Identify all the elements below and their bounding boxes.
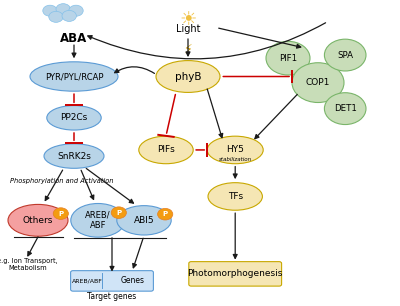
FancyBboxPatch shape	[71, 271, 154, 291]
Text: DET1: DET1	[334, 104, 357, 113]
Text: phyB: phyB	[175, 72, 201, 81]
FancyBboxPatch shape	[189, 262, 282, 286]
Circle shape	[292, 63, 344, 103]
Text: TFs: TFs	[228, 192, 243, 201]
Text: P: P	[58, 211, 63, 217]
Text: ☀: ☀	[179, 10, 197, 29]
Text: P: P	[116, 210, 121, 216]
Ellipse shape	[44, 144, 104, 168]
Text: PP2Cs: PP2Cs	[60, 113, 88, 122]
Text: AREB/ABF: AREB/ABF	[72, 278, 103, 283]
Text: Photomorphogenesis: Photomorphogenesis	[188, 269, 283, 278]
Ellipse shape	[117, 206, 171, 235]
Circle shape	[53, 208, 68, 219]
Circle shape	[324, 39, 366, 71]
Ellipse shape	[8, 204, 68, 236]
Ellipse shape	[47, 106, 101, 130]
Text: PIFs: PIFs	[157, 145, 175, 155]
Circle shape	[56, 4, 70, 15]
Text: AREB/
ABF: AREB/ ABF	[85, 211, 111, 230]
Text: Light: Light	[176, 24, 200, 34]
Circle shape	[158, 208, 173, 220]
Ellipse shape	[139, 136, 193, 164]
Circle shape	[69, 5, 83, 16]
Ellipse shape	[207, 136, 263, 164]
Circle shape	[324, 93, 366, 125]
Ellipse shape	[156, 61, 220, 92]
Text: Others: Others	[23, 216, 53, 225]
Text: PIF1: PIF1	[279, 54, 297, 63]
Circle shape	[49, 11, 63, 22]
Ellipse shape	[30, 62, 118, 91]
Text: stabilization: stabilization	[219, 157, 252, 162]
Text: Phosphorylation and Activation: Phosphorylation and Activation	[10, 178, 114, 184]
Text: e.g. Ion Transport,
Metabolism: e.g. Ion Transport, Metabolism	[0, 258, 58, 271]
Text: PYR/PYL/RCAP: PYR/PYL/RCAP	[45, 72, 103, 81]
Text: SPA: SPA	[337, 50, 353, 60]
Ellipse shape	[208, 183, 262, 210]
Text: HY5: HY5	[226, 145, 244, 155]
Text: Genes: Genes	[121, 276, 145, 285]
Text: ⚡: ⚡	[184, 43, 192, 56]
Text: ABA: ABA	[60, 32, 88, 45]
Text: ABI5: ABI5	[134, 216, 154, 225]
Circle shape	[111, 207, 126, 218]
Text: COP1: COP1	[306, 78, 330, 87]
Text: Target genes: Target genes	[87, 292, 137, 300]
Circle shape	[266, 41, 310, 75]
Text: P: P	[163, 211, 168, 217]
Circle shape	[62, 10, 76, 21]
Text: SnRK2s: SnRK2s	[57, 151, 91, 161]
Ellipse shape	[71, 203, 125, 237]
Circle shape	[43, 5, 57, 16]
